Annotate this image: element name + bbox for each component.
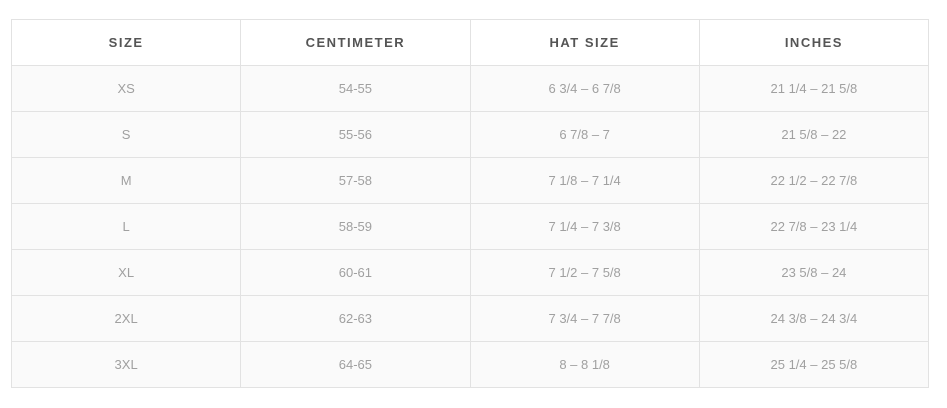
cell-size: XS (10, 65, 242, 112)
table-row: 3XL 64-65 8 – 8 1/8 25 1/4 – 25 5/8 (10, 341, 930, 388)
cell-size: 2XL (10, 295, 242, 342)
cell-centimeter: 55-56 (240, 111, 471, 158)
cell-size: S (10, 111, 242, 158)
cell-size: L (10, 203, 242, 250)
table-row: XS 54-55 6 3/4 – 6 7/8 21 1/4 – 21 5/8 (10, 65, 930, 112)
cell-inches: 24 3/8 – 24 3/4 (698, 295, 930, 342)
cell-inches: 23 5/8 – 24 (698, 249, 930, 296)
cell-size: M (10, 157, 242, 204)
cell-centimeter: 60-61 (240, 249, 471, 296)
cell-inches: 21 5/8 – 22 (698, 111, 930, 158)
table-row: XL 60-61 7 1/2 – 7 5/8 23 5/8 – 24 (10, 249, 930, 296)
table-row: S 55-56 6 7/8 – 7 21 5/8 – 22 (10, 111, 930, 158)
column-header-hat-size: HAT SIZE (469, 19, 700, 66)
cell-hat-size: 7 3/4 – 7 7/8 (469, 295, 700, 342)
cell-hat-size: 6 7/8 – 7 (469, 111, 700, 158)
cell-hat-size: 8 – 8 1/8 (469, 341, 700, 388)
cell-centimeter: 62-63 (240, 295, 471, 342)
cell-size: 3XL (10, 341, 242, 388)
column-header-size: SIZE (10, 19, 242, 66)
cell-inches: 25 1/4 – 25 5/8 (698, 341, 930, 388)
column-header-centimeter: CENTIMETER (240, 19, 471, 66)
cell-hat-size: 7 1/4 – 7 3/8 (469, 203, 700, 250)
cell-hat-size: 6 3/4 – 6 7/8 (469, 65, 700, 112)
cell-size: XL (10, 249, 242, 296)
table-row: 2XL 62-63 7 3/4 – 7 7/8 24 3/8 – 24 3/4 (10, 295, 930, 342)
cell-hat-size: 7 1/2 – 7 5/8 (469, 249, 700, 296)
cell-inches: 22 1/2 – 22 7/8 (698, 157, 930, 204)
cell-inches: 21 1/4 – 21 5/8 (698, 65, 930, 112)
cell-centimeter: 64-65 (240, 341, 471, 388)
cell-centimeter: 57-58 (240, 157, 471, 204)
cell-centimeter: 54-55 (240, 65, 471, 112)
cell-centimeter: 58-59 (240, 203, 471, 250)
cell-inches: 22 7/8 – 23 1/4 (698, 203, 930, 250)
header-row: SIZE CENTIMETER HAT SIZE INCHES (10, 19, 930, 66)
size-chart-table: SIZE CENTIMETER HAT SIZE INCHES XS 54-55 6 3/… (10, 19, 930, 388)
column-header-inches: INCHES (698, 19, 930, 66)
table-row: L 58-59 7 1/4 – 7 3/8 22 7/8 – 23 1/4 (10, 203, 930, 250)
cell-hat-size: 7 1/8 – 7 1/4 (469, 157, 700, 204)
table-row: M 57-58 7 1/8 – 7 1/4 22 1/2 – 22 7/8 (10, 157, 930, 204)
